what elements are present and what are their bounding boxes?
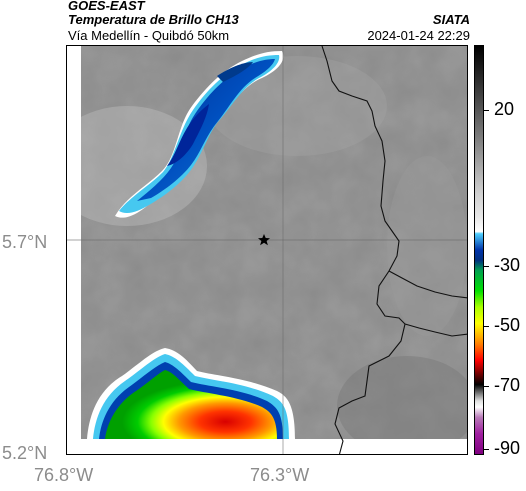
colorbar-label: 20 (494, 99, 515, 119)
cloud-band-blue (137, 59, 275, 201)
colorbar (474, 45, 484, 455)
colorbar-tick (484, 110, 489, 111)
product-title: Temperatura de Brillo CH13 (68, 12, 239, 27)
lat-label: 5.7°N (2, 232, 48, 252)
cloud-core (217, 62, 253, 82)
department-border (321, 46, 406, 454)
colorbar-tick (484, 266, 489, 267)
colorbar-tick (484, 386, 489, 387)
colorbar-label: -90 (494, 438, 521, 458)
lat-label: 5.2°N (2, 443, 48, 463)
datetime-label: 2024-01-24 22:29 (367, 28, 470, 43)
colorbar-label: -70 (494, 375, 521, 395)
colorbar-label: -50 (494, 315, 521, 335)
colorbar-tick (484, 449, 489, 450)
colorbar-label: -30 (494, 255, 521, 275)
dark-patch (337, 356, 467, 454)
bright-patch (67, 106, 207, 226)
star-icon (258, 234, 270, 246)
no-data-margin (67, 46, 81, 454)
storm-core (105, 370, 277, 439)
cloud-core (167, 104, 209, 166)
lon-label: 76.8°W (34, 465, 94, 485)
satellite-title: GOES-EAST (68, 0, 145, 13)
route-label: Vía Medellín - Quibdó 50km (68, 28, 230, 43)
department-border (388, 270, 467, 299)
lon-label: 76.3°W (250, 465, 310, 485)
bright-patch (387, 156, 467, 336)
brand-label: SIATA (432, 12, 470, 27)
colorbar-tick (484, 326, 489, 327)
satellite-map[interactable] (66, 45, 468, 455)
department-border (404, 323, 467, 337)
map-image (67, 46, 467, 454)
no-data-margin (67, 439, 467, 454)
